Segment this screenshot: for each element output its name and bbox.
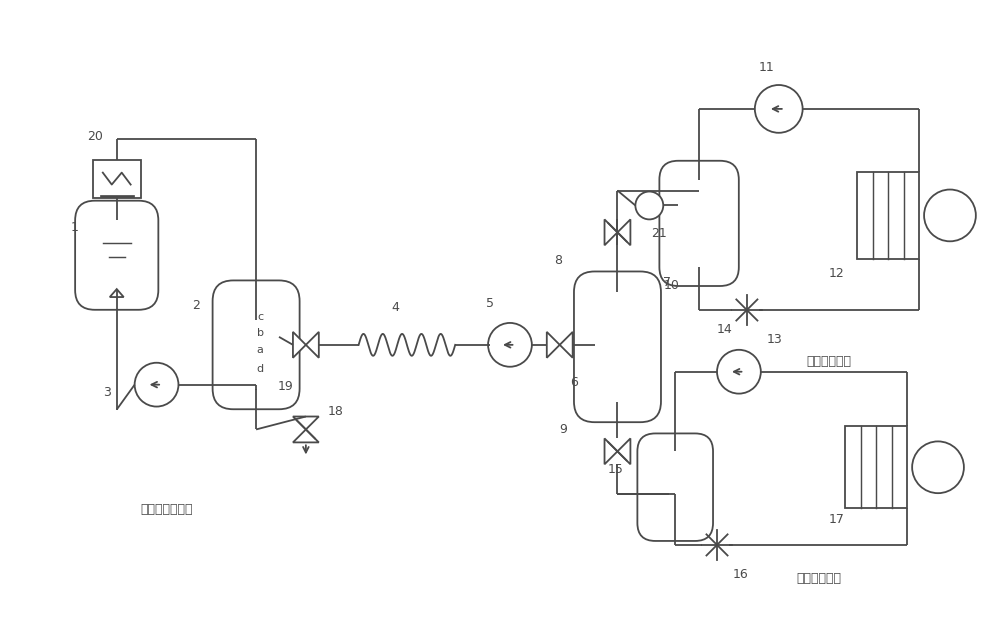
Text: 13: 13 bbox=[767, 333, 783, 346]
Text: 4: 4 bbox=[392, 300, 399, 313]
Text: 5: 5 bbox=[486, 297, 494, 310]
Text: d: d bbox=[257, 364, 264, 374]
FancyBboxPatch shape bbox=[75, 201, 158, 310]
Polygon shape bbox=[605, 220, 617, 246]
Text: a: a bbox=[257, 345, 264, 355]
Circle shape bbox=[717, 350, 761, 394]
Text: 12: 12 bbox=[829, 267, 844, 280]
Text: 14: 14 bbox=[717, 323, 733, 336]
Text: 18: 18 bbox=[328, 405, 344, 418]
Text: 21: 21 bbox=[651, 227, 667, 240]
Text: 6: 6 bbox=[570, 376, 578, 389]
Polygon shape bbox=[293, 429, 319, 442]
Text: 15: 15 bbox=[608, 463, 623, 476]
Text: 列车上释冷过程: 列车上释冷过程 bbox=[140, 503, 193, 516]
Bar bbox=[93, 160, 141, 197]
Polygon shape bbox=[617, 439, 630, 465]
Text: c: c bbox=[257, 312, 263, 322]
FancyBboxPatch shape bbox=[637, 433, 713, 541]
Circle shape bbox=[488, 323, 532, 366]
Text: 9: 9 bbox=[559, 423, 567, 436]
Polygon shape bbox=[110, 289, 124, 297]
Text: 11: 11 bbox=[759, 60, 775, 73]
Text: b: b bbox=[257, 328, 264, 338]
Text: 地面冷水机组: 地面冷水机组 bbox=[806, 355, 851, 368]
Text: 地面制冰机组: 地面制冰机组 bbox=[796, 573, 841, 586]
Circle shape bbox=[135, 363, 178, 407]
Text: 1: 1 bbox=[71, 221, 79, 234]
Polygon shape bbox=[293, 416, 319, 429]
Text: 8: 8 bbox=[554, 254, 562, 267]
Polygon shape bbox=[605, 439, 617, 465]
Circle shape bbox=[912, 441, 964, 493]
Circle shape bbox=[924, 189, 976, 241]
Polygon shape bbox=[306, 332, 319, 358]
Text: 3: 3 bbox=[103, 386, 111, 399]
Circle shape bbox=[635, 191, 663, 220]
FancyBboxPatch shape bbox=[574, 271, 661, 422]
Text: 19: 19 bbox=[278, 380, 294, 393]
Polygon shape bbox=[617, 220, 630, 246]
Text: 10: 10 bbox=[663, 279, 679, 292]
FancyBboxPatch shape bbox=[213, 281, 300, 409]
Text: 16: 16 bbox=[733, 568, 749, 581]
Text: 20: 20 bbox=[87, 130, 103, 143]
Text: 17: 17 bbox=[829, 513, 844, 526]
Polygon shape bbox=[293, 332, 306, 358]
Bar bbox=[857, 172, 919, 259]
Polygon shape bbox=[560, 332, 573, 358]
FancyBboxPatch shape bbox=[659, 161, 739, 286]
Text: 7: 7 bbox=[663, 276, 671, 289]
Circle shape bbox=[755, 85, 803, 133]
Polygon shape bbox=[547, 332, 560, 358]
Bar bbox=[845, 426, 907, 508]
Text: 2: 2 bbox=[192, 299, 200, 312]
